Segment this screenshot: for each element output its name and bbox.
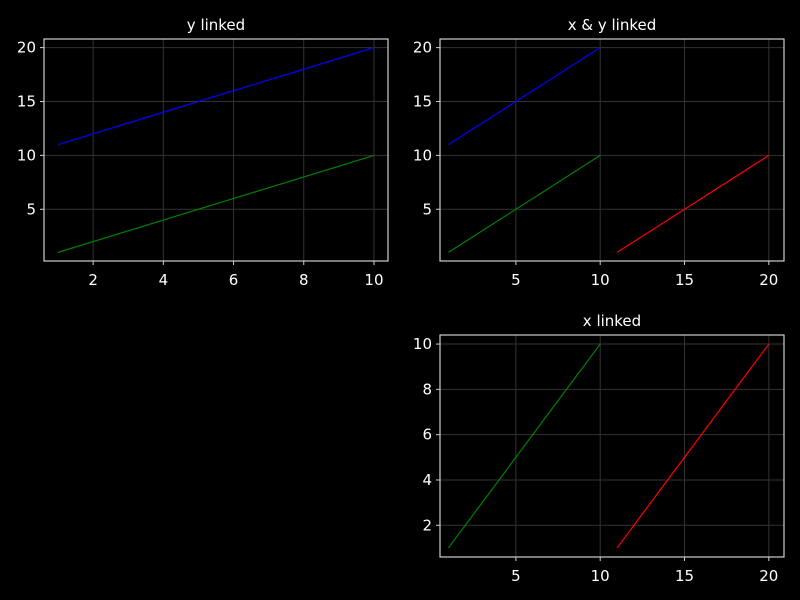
series-line-2 [616,343,770,549]
plot-area [44,39,388,261]
x-tick-label: 5 [511,567,521,585]
x-tick-label: 20 [759,567,778,585]
x-tick-label: 15 [675,567,694,585]
x-tick-label: 10 [591,271,610,289]
y-tick-label: 20 [413,39,432,57]
chart-title: x & y linked [568,16,657,34]
y-tick-label: 10 [17,146,36,164]
y-tick-label: 15 [413,93,432,111]
y-tick-label: 20 [17,39,36,57]
plot-area [440,335,784,557]
y-tick-label: 15 [17,93,36,111]
x-tick-label: 20 [759,271,778,289]
series-line-1 [57,47,375,146]
chart-panel-3: 5 10 15 20 2 4 6 8 10 x linked [413,312,785,585]
y-tick-label: 2 [422,516,432,534]
x-tick-label: 4 [159,271,169,289]
series-line-2 [57,154,375,253]
y-tick-label: 6 [422,426,432,444]
x-tick-label: 15 [675,271,694,289]
series-line-1 [448,47,601,146]
y-tick-label: 5 [26,200,36,218]
x-tick-label: 5 [511,271,521,289]
y-tick-label: 10 [413,335,432,353]
x-tick-label: 8 [299,271,309,289]
axes-frame [439,38,785,262]
plot-area [440,39,784,261]
chart-panel-2: 5 10 15 20 5 10 15 20 x & y linked [413,16,785,289]
y-tick-label: 4 [422,471,432,489]
x-tick-label: 6 [229,271,239,289]
x-tick-label: 2 [88,271,98,289]
x-tick-label: 10 [364,271,383,289]
y-tick-label: 10 [413,146,432,164]
axes-frame [439,334,785,558]
series-line-3 [616,154,770,253]
series-line-2 [448,154,601,253]
axes-frame [43,38,389,262]
chart-title: x linked [583,312,641,330]
chart-title: y linked [187,16,245,34]
x-tick-label: 10 [591,567,610,585]
y-tick-label: 5 [422,200,432,218]
y-tick-label: 8 [422,380,432,398]
chart-panel-1: 2 4 6 8 10 5 10 15 20 y linked [17,16,389,289]
series-line-1 [447,343,601,549]
